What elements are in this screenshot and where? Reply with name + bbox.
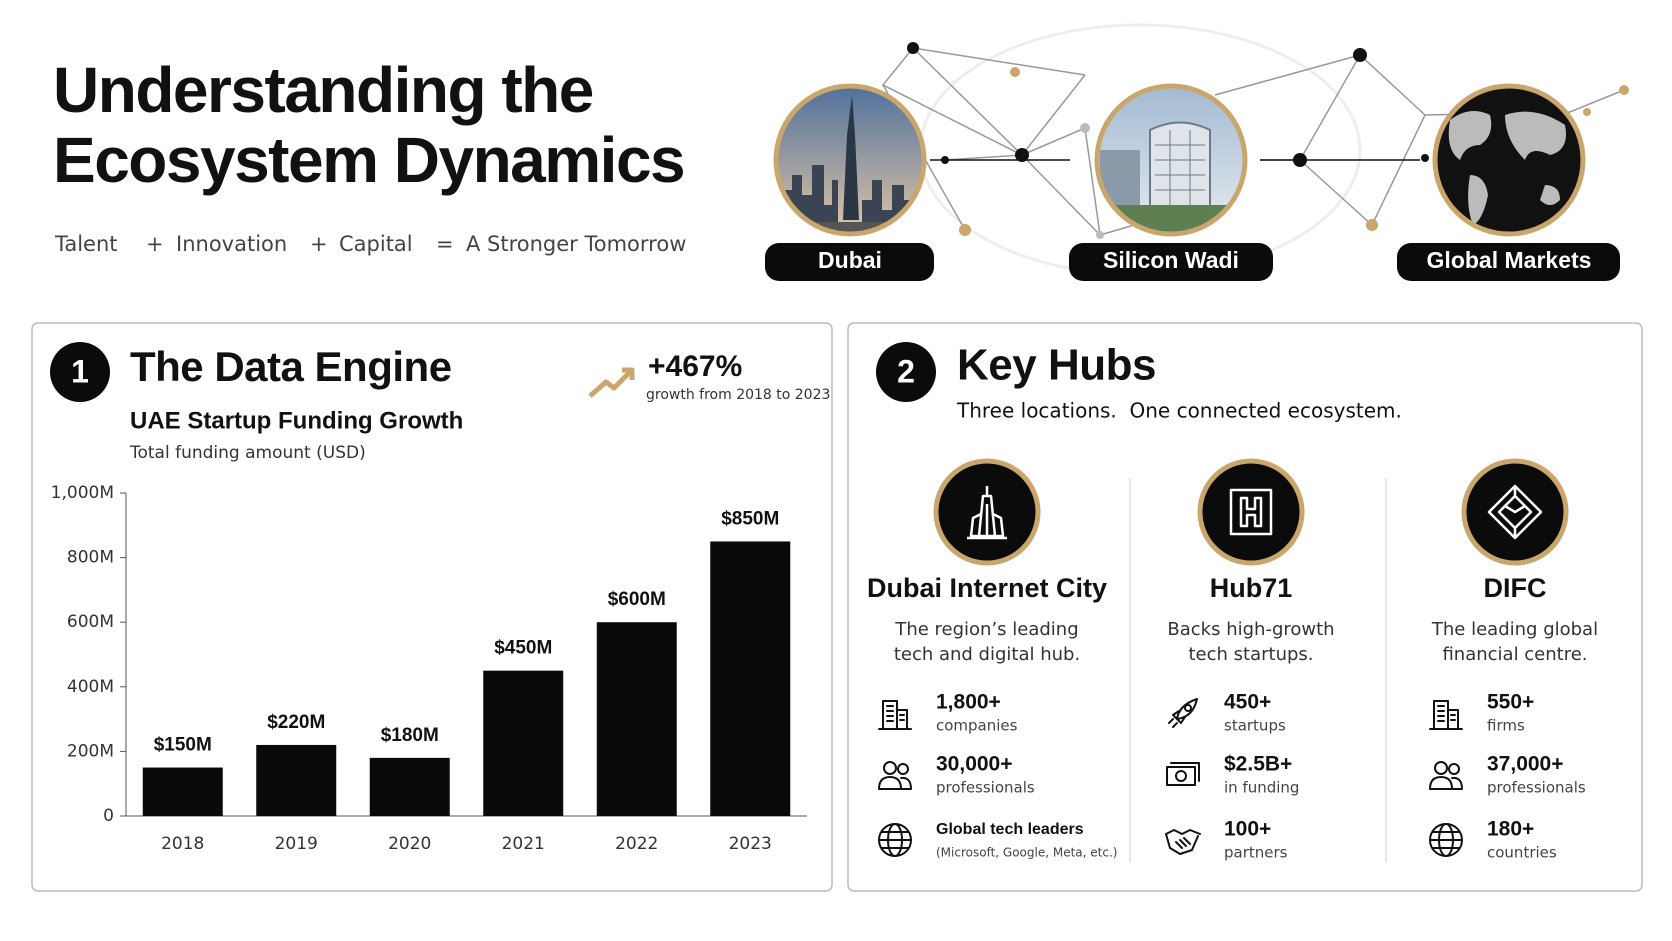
panel-title: Key Hubs bbox=[957, 341, 1156, 390]
number-badge bbox=[876, 342, 936, 402]
hub-description: The leading global bbox=[1431, 619, 1598, 640]
location-label: Silicon Wadi bbox=[1103, 247, 1239, 273]
y-tick-label: 1,000M bbox=[51, 483, 114, 503]
location-label: Global Markets bbox=[1427, 247, 1592, 273]
location-pills: Dubai Silicon Wadi Global Markets bbox=[765, 243, 1620, 281]
hubs: Dubai Internet City The region’s leading t… bbox=[867, 458, 1598, 862]
stat-value: 100+ bbox=[1224, 818, 1271, 841]
stat-value: Global tech leaders bbox=[936, 821, 1084, 838]
location-image bbox=[1098, 87, 1244, 233]
bar bbox=[256, 744, 337, 816]
panel bbox=[847, 322, 1643, 892]
chart-title: UAE Startup Funding Growth bbox=[130, 407, 463, 434]
pill bbox=[1069, 243, 1273, 281]
hub-description: financial centre. bbox=[1442, 644, 1587, 665]
hub-description: The region’s leading bbox=[894, 619, 1078, 640]
location-image bbox=[1436, 87, 1582, 233]
y-tick-label: 400M bbox=[67, 677, 114, 697]
y-tick-label: 600M bbox=[67, 612, 114, 632]
location-image bbox=[777, 87, 923, 233]
x-tick-label: 2020 bbox=[388, 834, 431, 854]
bar bbox=[142, 767, 223, 816]
x-tick-label: 2022 bbox=[615, 834, 658, 854]
x-tick-label: 2019 bbox=[275, 834, 318, 854]
bar bbox=[710, 541, 791, 816]
stat-label: firms bbox=[1487, 717, 1525, 735]
value-label: $180M bbox=[381, 725, 439, 746]
stat-label: partners bbox=[1224, 844, 1288, 862]
hub-name: Dubai Internet City bbox=[867, 573, 1107, 603]
hub-description: tech startups. bbox=[1188, 644, 1313, 665]
tagline-part: Talent bbox=[54, 232, 118, 256]
growth-value: +467% bbox=[648, 350, 742, 383]
y-tick-label: 200M bbox=[67, 741, 114, 761]
stat-label: countries bbox=[1487, 844, 1557, 862]
number: 2 bbox=[897, 353, 915, 389]
stat-value: 37,000+ bbox=[1487, 753, 1564, 776]
hub-name: DIFC bbox=[1484, 573, 1547, 603]
x-tick-label: 2018 bbox=[161, 834, 204, 854]
location-ring bbox=[773, 83, 1586, 237]
hub-icon-ring bbox=[1197, 458, 1305, 566]
location-label: Dubai bbox=[818, 247, 882, 273]
y-tick-label: 0 bbox=[103, 806, 114, 826]
pill bbox=[1397, 243, 1620, 281]
pill bbox=[765, 243, 934, 281]
tagline-part: Capital bbox=[339, 232, 413, 256]
stat-label: (Microsoft, Google, Meta, etc.) bbox=[936, 846, 1117, 860]
x-tick-label: 2021 bbox=[502, 834, 545, 854]
tagline-part: = bbox=[436, 232, 454, 256]
panel-title: The Data Engine bbox=[130, 343, 452, 390]
value-label: $600M bbox=[608, 589, 666, 610]
stat-label: professionals bbox=[1487, 779, 1586, 797]
hub-description: Backs high-growth bbox=[1167, 619, 1334, 640]
hub-description: tech and digital hub. bbox=[894, 644, 1080, 665]
bar-chart: 0 200M 400M 600M 800M 1,000M $150M 2018 $220M 201… bbox=[51, 483, 807, 854]
value-label: $220M bbox=[267, 712, 325, 733]
bar bbox=[369, 757, 450, 816]
growth-icon bbox=[588, 367, 635, 398]
x-tick-label: 2023 bbox=[729, 834, 772, 854]
value-label: $150M bbox=[154, 735, 212, 756]
stat-label: professionals bbox=[936, 779, 1035, 797]
stat-value: 180+ bbox=[1487, 818, 1534, 841]
stat-value: 450+ bbox=[1224, 691, 1271, 714]
hub-name: Hub71 bbox=[1210, 573, 1293, 603]
stat-value: 550+ bbox=[1487, 691, 1534, 714]
value-label: $450M bbox=[494, 638, 552, 659]
title: Understanding the bbox=[53, 54, 593, 126]
title: Ecosystem Dynamics bbox=[53, 124, 684, 196]
panel-subtitle: Three locations. One connected ecosystem… bbox=[956, 399, 1402, 423]
stat-value: $2.5B+ bbox=[1224, 753, 1292, 776]
tagline-part: + bbox=[310, 232, 328, 256]
stat-label: companies bbox=[936, 717, 1018, 735]
number-badge bbox=[50, 342, 110, 402]
tagline-part: + bbox=[146, 232, 164, 256]
y-tick-label: 800M bbox=[67, 548, 114, 568]
stat-label: in funding bbox=[1224, 779, 1299, 797]
bar bbox=[596, 622, 677, 816]
stat-value: 1,800+ bbox=[936, 691, 1001, 714]
growth-note: growth from 2018 to 2023 bbox=[646, 387, 830, 403]
stat-label: startups bbox=[1224, 717, 1286, 735]
tagline-part: Innovation bbox=[176, 232, 287, 256]
number: 1 bbox=[71, 353, 89, 389]
tagline-part: A Stronger Tomorrow bbox=[466, 232, 686, 256]
value-label: $850M bbox=[721, 508, 779, 529]
tagline: Talent + Innovation + Capital = A Stronger Tom… bbox=[54, 232, 686, 256]
stat-value: 30,000+ bbox=[936, 753, 1013, 776]
bar bbox=[483, 670, 564, 816]
chart-subtitle: Total funding amount (USD) bbox=[129, 443, 366, 463]
